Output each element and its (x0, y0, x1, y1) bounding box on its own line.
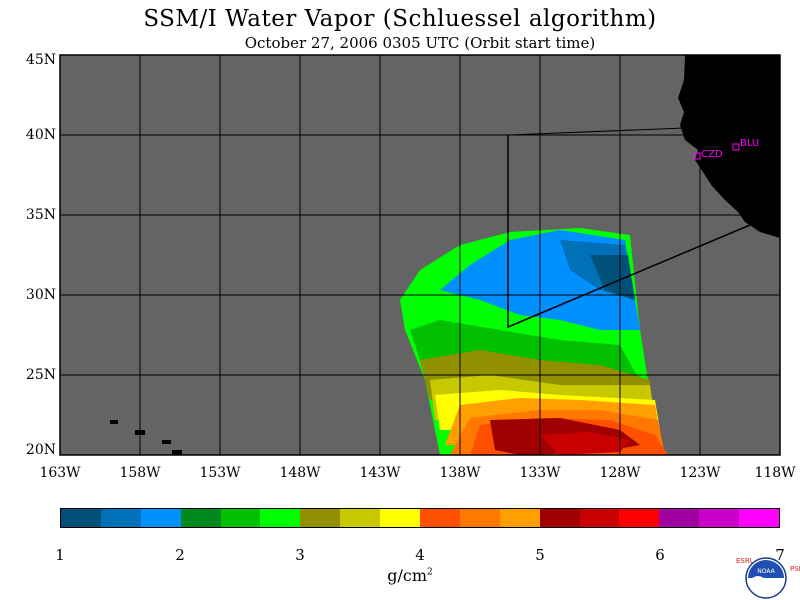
map-plot-area: CZD BLU (59, 54, 781, 456)
colorbar-segment (539, 509, 580, 527)
colorbar-segment (420, 509, 460, 527)
map-subtitle: October 27, 2006 0305 UTC (Orbit start t… (244, 34, 596, 52)
station-marker-blu (732, 143, 740, 151)
colorbar-unit-text: g/cm (387, 566, 428, 585)
colorbar-label-2: 2 (175, 546, 185, 564)
swath-band (540, 432, 630, 455)
colorbar-segment (579, 509, 620, 527)
station-marker-czd (693, 152, 701, 160)
lon-label-118w: 118W (754, 465, 796, 481)
colorbar-segment (699, 509, 740, 527)
colorbar-label-5: 5 (535, 546, 545, 564)
colorbar-label-1: 1 (55, 546, 65, 564)
lon-label-158w: 158W (119, 465, 161, 481)
colorbar-segment (380, 509, 421, 527)
colorbar-segment (619, 509, 660, 527)
lat-label-25n: 25N (25, 367, 56, 383)
logo-text: NOAA (757, 568, 775, 575)
colorbar-segment (459, 509, 500, 527)
lat-label-20n: 20N (25, 442, 56, 458)
flight-track-line (507, 127, 686, 136)
colorbar (60, 508, 780, 528)
colorbar-segment (260, 509, 301, 527)
land-mass (678, 55, 780, 238)
lon-label-133w: 133W (519, 465, 561, 481)
lon-label-128w: 128W (599, 465, 641, 481)
flight-track-line (507, 135, 751, 329)
colorbar-segment (340, 509, 381, 527)
swath-band (590, 255, 635, 300)
colorbar-segment (499, 509, 540, 527)
hawaii-island-big-island (172, 450, 182, 455)
colorbar-unit-exponent: 2 (427, 567, 433, 578)
noaa-logo: ESRL NOAA PSD (730, 556, 800, 600)
colorbar-unit: g/cm2 (380, 566, 440, 585)
lon-label-138w: 138W (439, 465, 481, 481)
ocean-background (60, 55, 780, 455)
lat-label-40n: 40N (25, 127, 56, 143)
lon-label-123w: 123W (679, 465, 721, 481)
colorbar-label-6: 6 (655, 546, 665, 564)
hawaii-island-niihau (110, 420, 118, 424)
colorbar-segment (100, 509, 141, 527)
lon-label-148w: 148W (279, 465, 321, 481)
satellite-swath (400, 228, 668, 455)
logo-left-letters: ESRL (736, 557, 754, 565)
colorbar-segment (180, 509, 221, 527)
colorbar-segment (300, 509, 341, 527)
lat-label-30n: 30N (25, 287, 56, 303)
lat-label-45n: 45N (25, 52, 56, 68)
lat-label-35n: 35N (25, 207, 56, 223)
colorbar-label-4: 4 (415, 546, 425, 564)
water-vapor-map: CZD BLU (59, 54, 781, 456)
colorbar-segment (140, 509, 181, 527)
hawaii-island-maui (162, 440, 171, 444)
station-label-czd: CZD (701, 149, 723, 160)
colorbar-label-7: 7 (775, 546, 785, 564)
map-title: SSM/I Water Vapor (Schluessel algorithm) (143, 6, 657, 32)
colorbar-segment (739, 509, 780, 527)
lon-label-163w: 163W (39, 465, 81, 481)
colorbar-label-3: 3 (295, 546, 305, 564)
lon-label-143w: 143W (359, 465, 401, 481)
colorbar-segment (220, 509, 261, 527)
noaa-emblem-icon: NOAA (745, 557, 787, 599)
lon-label-153w: 153W (199, 465, 241, 481)
map-frame (59, 54, 781, 456)
station-label-blu: BLU (740, 138, 759, 149)
colorbar-segment (659, 509, 700, 527)
colorbar-segment (61, 509, 101, 527)
logo-right-letters: PSD (790, 565, 800, 573)
